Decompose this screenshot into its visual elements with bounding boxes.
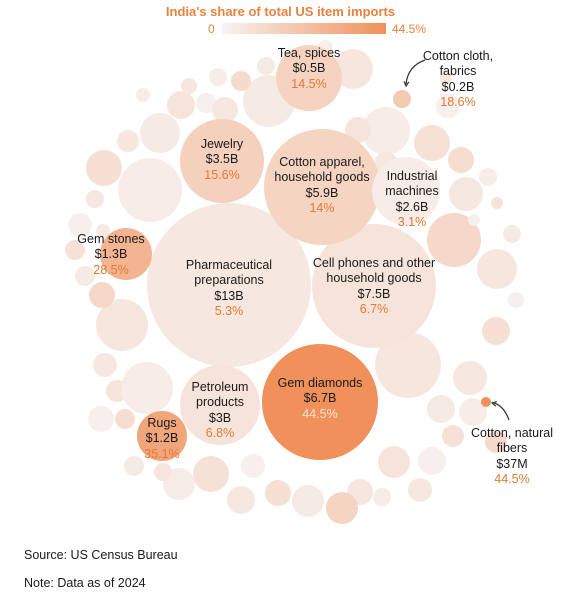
bubble-unlabeled bbox=[453, 361, 487, 395]
bubble-unlabeled bbox=[378, 446, 410, 478]
bubble-unlabeled bbox=[408, 478, 432, 502]
bubble-unlabeled bbox=[414, 125, 450, 161]
bubble-unlabeled bbox=[96, 224, 110, 238]
bubble-unlabeled bbox=[468, 214, 480, 226]
bubble-unlabeled bbox=[96, 299, 148, 351]
leader-cotton-fibers bbox=[493, 402, 510, 421]
bubble-unlabeled bbox=[345, 117, 371, 143]
bubble-jewelry bbox=[180, 119, 264, 203]
bubble-unlabeled bbox=[375, 332, 441, 398]
bubble-unlabeled bbox=[118, 158, 182, 222]
data-note: Note: Data as of 2024 bbox=[24, 576, 146, 590]
bubble-unlabeled bbox=[440, 72, 452, 84]
bubble-unlabeled bbox=[140, 113, 180, 153]
unlabeled-bubbles bbox=[65, 40, 524, 524]
arrowhead-cotton-fibers bbox=[490, 400, 497, 407]
legend-max-label: 44.5% bbox=[392, 22, 427, 36]
bubble-unlabeled bbox=[241, 454, 265, 478]
bubble-unlabeled bbox=[333, 49, 373, 89]
leader-cotton-cloth bbox=[405, 59, 426, 85]
bubble-unlabeled bbox=[508, 292, 524, 308]
bubble-unlabeled bbox=[231, 71, 251, 91]
bubble-cotton-natural-fibers bbox=[481, 397, 491, 407]
bubble-unlabeled bbox=[442, 425, 464, 447]
leader-lines bbox=[403, 59, 510, 421]
bubble-gem-diamonds bbox=[262, 344, 378, 460]
bubble-industrial-machines bbox=[372, 157, 440, 225]
bubble-pharmaceutical-preparations bbox=[147, 203, 311, 367]
bubble-unlabeled bbox=[196, 93, 216, 113]
bubble-unlabeled bbox=[93, 353, 117, 377]
bubble-unlabeled bbox=[436, 94, 460, 118]
bubble-petroleum-products bbox=[180, 365, 260, 445]
bubble-unlabeled bbox=[88, 406, 114, 432]
bubble-unlabeled bbox=[485, 431, 507, 453]
bubble-unlabeled bbox=[136, 88, 150, 102]
legend-min-label: 0 bbox=[208, 22, 215, 36]
bubble-unlabeled bbox=[459, 398, 487, 426]
bubble-unlabeled bbox=[227, 486, 255, 514]
bubble-unlabeled bbox=[482, 317, 510, 345]
legend-title: India's share of total US item imports bbox=[165, 4, 396, 19]
bubble-cotton-apparel-household-goods bbox=[264, 129, 380, 245]
bubble-unlabeled bbox=[115, 409, 135, 429]
bubble-unlabeled bbox=[326, 492, 358, 524]
bubble-unlabeled bbox=[181, 78, 197, 94]
bubble-unlabeled bbox=[292, 485, 324, 517]
arrowhead-cotton-cloth bbox=[403, 81, 410, 88]
bubble-unlabeled bbox=[362, 107, 410, 155]
bubble-unlabeled bbox=[503, 225, 521, 243]
labeled-bubbles bbox=[100, 45, 491, 461]
bubble-unlabeled bbox=[449, 177, 483, 211]
legend-color-bar bbox=[222, 23, 386, 34]
bubble-unlabeled bbox=[477, 249, 517, 289]
bubble-unlabeled bbox=[86, 150, 122, 186]
bubble-unlabeled bbox=[418, 447, 446, 475]
bubble-unlabeled bbox=[427, 395, 455, 423]
bubble-tea-spices bbox=[276, 45, 342, 111]
bubble-rugs bbox=[137, 411, 187, 461]
bubble-unlabeled bbox=[89, 282, 115, 308]
bubble-unlabeled bbox=[257, 57, 275, 75]
bubble-unlabeled bbox=[448, 147, 474, 173]
bubble-unlabeled bbox=[479, 168, 497, 186]
bubble-cell-phones-and-other-household-goods bbox=[312, 224, 436, 348]
bubble-unlabeled bbox=[209, 68, 227, 86]
bubble-unlabeled bbox=[121, 362, 173, 414]
bubble-cotton-cloth-fabrics bbox=[393, 90, 411, 108]
bubble-unlabeled bbox=[75, 266, 95, 286]
bubble-unlabeled bbox=[154, 463, 172, 481]
bubble-unlabeled bbox=[117, 130, 139, 152]
bubble-gem-stones bbox=[100, 228, 152, 280]
bubble-unlabeled bbox=[68, 213, 92, 237]
bubble-unlabeled bbox=[265, 480, 291, 506]
bubble-unlabeled bbox=[86, 190, 104, 208]
bubble-unlabeled bbox=[65, 240, 85, 260]
bubble-unlabeled bbox=[124, 456, 144, 476]
bubble-unlabeled bbox=[373, 488, 391, 506]
bubble-unlabeled bbox=[212, 97, 238, 123]
bubble-unlabeled bbox=[167, 91, 195, 119]
bubble-unlabeled bbox=[427, 213, 481, 267]
source-note: Source: US Census Bureau bbox=[24, 548, 178, 562]
bubble-unlabeled bbox=[491, 197, 503, 209]
bubble-unlabeled bbox=[193, 456, 229, 492]
